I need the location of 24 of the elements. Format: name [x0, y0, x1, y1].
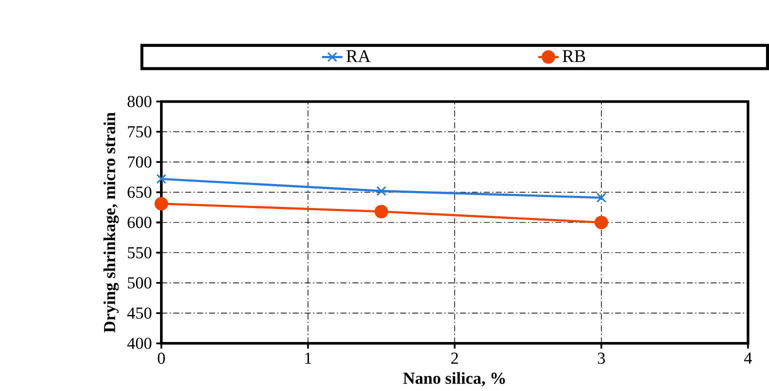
- point: [596, 192, 606, 203]
- point: [376, 186, 386, 196]
- x-tick-label: 1: [305, 352, 312, 364]
- y-tick-label: 400: [127, 338, 152, 350]
- point: [374, 205, 388, 219]
- y-tick-label: 500: [128, 277, 152, 289]
- x-tick-label: 4: [744, 352, 752, 364]
- y-tick-label: 600: [128, 217, 152, 228]
- point: [154, 197, 168, 211]
- y-tick-label: 700: [128, 156, 152, 168]
- legend-label: RA: [346, 50, 371, 62]
- y-axis-title: Drying shrinkage, micro strain: [103, 112, 119, 333]
- y-tick-label: 450: [127, 308, 152, 320]
- x-tick-label: 3: [598, 352, 605, 364]
- x-tick-label: 2: [451, 352, 458, 364]
- legend-label: RB: [562, 50, 586, 62]
- x-tick-label: 0: [158, 352, 165, 364]
- y-tick-label: 550: [128, 247, 152, 259]
- point: [594, 216, 608, 230]
- y-tick-label: 650: [128, 186, 152, 198]
- point: [156, 174, 166, 184]
- x-axis-title: Nano silica, %: [403, 372, 505, 387]
- y-tick-label: 750: [128, 126, 152, 138]
- y-tick-label: 800: [128, 96, 152, 108]
